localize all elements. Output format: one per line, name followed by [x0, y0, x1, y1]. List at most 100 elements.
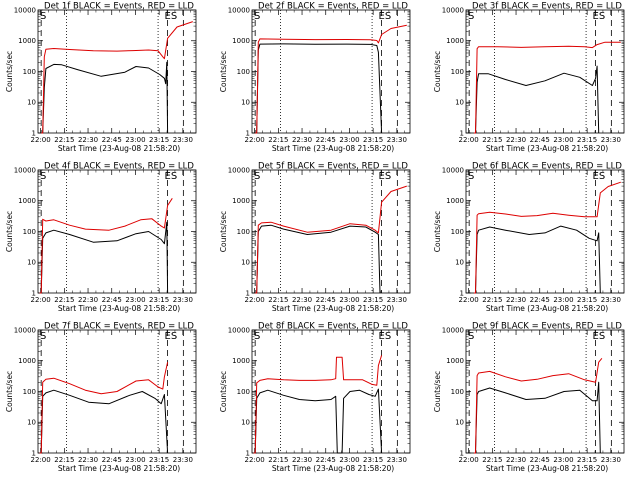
x-tick-label: 22:15: [54, 296, 74, 304]
y-axis-label: Counts/sec: [219, 371, 228, 412]
plot-title: Det 1f BLACK = Events, RED = LLD: [44, 2, 194, 12]
start-marker-label: S: [254, 331, 260, 342]
x-tick-label: 22:00: [31, 136, 51, 144]
y-axis-label: Counts/sec: [219, 211, 228, 252]
x-tick-label: 22:30: [506, 296, 526, 304]
events-series-line: [255, 224, 381, 294]
y-tick-label: 100: [237, 388, 250, 396]
y-axis-label: Counts/sec: [219, 51, 228, 92]
x-tick-label: 22:15: [482, 296, 502, 304]
end-marker-label: ES: [379, 171, 392, 182]
end-marker-label: ES: [379, 11, 392, 22]
y-tick-label: 1: [460, 129, 464, 137]
x-tick-label: 22:45: [316, 456, 336, 464]
x-tick-label: 23:30: [173, 296, 193, 304]
x-tick-label: 23:15: [149, 456, 169, 464]
y-tick-label: 10000: [14, 6, 36, 14]
x-tick-label: 23:15: [363, 456, 383, 464]
plot-title: Det 9f BLACK = Events, RED = LLD: [472, 322, 622, 332]
y-tick-label: 10: [241, 419, 250, 427]
events-series-line: [41, 61, 169, 134]
end-marker-label: ES: [593, 11, 606, 22]
end-marker-label: ES: [593, 331, 606, 342]
x-tick-label: 22:45: [102, 296, 122, 304]
events-series-line: [473, 65, 600, 134]
y-tick-label: 1000: [446, 357, 464, 365]
plot-title: Det 2f BLACK = Events, RED = LLD: [258, 2, 408, 12]
x-axis-label: Start Time (23-Aug-08 21:58:20): [58, 304, 180, 313]
y-tick-label: 1: [246, 449, 250, 457]
y-tick-label: 10: [455, 419, 464, 427]
x-tick-label: 22:00: [31, 296, 51, 304]
y-axis-label: Counts/sec: [5, 51, 14, 92]
plot-title: Det 7f BLACK = Events, RED = LLD: [44, 322, 194, 332]
y-tick-label: 1000: [18, 197, 36, 205]
plot-title: Det 6f BLACK = Events, RED = LLD: [472, 162, 622, 172]
y-tick-label: 10: [241, 259, 250, 267]
x-tick-label: 22:45: [530, 456, 550, 464]
x-tick-label: 22:00: [459, 456, 479, 464]
plot-frame: [251, 169, 411, 294]
x-tick-label: 22:45: [102, 456, 122, 464]
start-marker-label: S: [468, 331, 474, 342]
end-marker-label: ES: [593, 171, 606, 182]
x-tick-label: 22:30: [78, 296, 98, 304]
x-tick-label: 22:15: [268, 136, 288, 144]
x-tick-label: 23:00: [553, 296, 573, 304]
x-tick-label: 22:15: [268, 296, 288, 304]
x-tick-label: 23:15: [149, 136, 169, 144]
end-marker-label: ES: [165, 171, 178, 182]
events-series-line: [473, 225, 601, 294]
plot-panel-5: Det 5f BLACK = Events, RED = LLD 1 10 100 10…: [219, 162, 411, 313]
start-marker-label: S: [468, 11, 474, 22]
x-axis-label: Start Time (23-Aug-08 21:58:20): [486, 144, 608, 153]
x-tick-label: 22:45: [316, 136, 336, 144]
y-axis-label: Counts/sec: [5, 371, 14, 412]
x-tick-label: 22:30: [506, 136, 526, 144]
start-marker-label: S: [40, 331, 46, 342]
x-tick-label: 23:00: [339, 136, 359, 144]
y-tick-label: 100: [23, 68, 36, 76]
x-tick-label: 22:15: [54, 456, 74, 464]
plot-title: Det 3f BLACK = Events, RED = LLD: [472, 2, 622, 12]
x-tick-label: 23:15: [577, 296, 597, 304]
y-tick-label: 1000: [232, 37, 250, 45]
x-tick-label: 22:30: [292, 136, 312, 144]
x-tick-label: 23:00: [553, 136, 573, 144]
y-tick-label: 10000: [14, 326, 36, 334]
y-tick-label: 10000: [228, 326, 250, 334]
x-tick-label: 22:45: [102, 136, 122, 144]
x-tick-label: 22:00: [245, 456, 265, 464]
y-tick-label: 10: [27, 419, 36, 427]
x-tick-label: 22:15: [482, 456, 502, 464]
lld-series-line: [39, 362, 169, 454]
plot-panel-9: Det 9f BLACK = Events, RED = LLD 1 10 100 10…: [433, 322, 625, 473]
x-axis-label: Start Time (23-Aug-08 21:58:20): [272, 464, 394, 473]
x-tick-label: 23:00: [339, 296, 359, 304]
x-tick-label: 22:30: [78, 136, 98, 144]
x-tick-label: 22:45: [530, 136, 550, 144]
y-tick-label: 1: [460, 449, 464, 457]
end-marker-label: ES: [165, 331, 178, 342]
x-tick-label: 23:30: [601, 136, 621, 144]
y-tick-label: 1000: [18, 357, 36, 365]
plot-panel-6: Det 6f BLACK = Events, RED = LLD 1 10 100 10…: [433, 162, 625, 313]
y-tick-label: 10000: [442, 6, 464, 14]
x-tick-label: 23:00: [125, 136, 145, 144]
x-tick-label: 23:30: [387, 456, 407, 464]
plot-panel-2: Det 2f BLACK = Events, RED = LLD 1 10 100 10…: [219, 2, 411, 153]
y-tick-label: 1000: [446, 37, 464, 45]
y-tick-label: 10: [455, 259, 464, 267]
y-tick-label: 10: [27, 259, 36, 267]
start-marker-label: S: [468, 171, 474, 182]
y-tick-label: 10: [27, 99, 36, 107]
x-axis-label: Start Time (23-Aug-08 21:58:20): [486, 304, 608, 313]
y-tick-label: 1000: [232, 357, 250, 365]
x-tick-label: 23:15: [149, 296, 169, 304]
lld-series-line: [255, 185, 407, 294]
y-tick-label: 10000: [442, 166, 464, 174]
x-tick-label: 22:30: [506, 456, 526, 464]
x-tick-label: 22:15: [482, 136, 502, 144]
y-tick-label: 100: [451, 388, 464, 396]
y-axis-label: Counts/sec: [433, 211, 442, 252]
